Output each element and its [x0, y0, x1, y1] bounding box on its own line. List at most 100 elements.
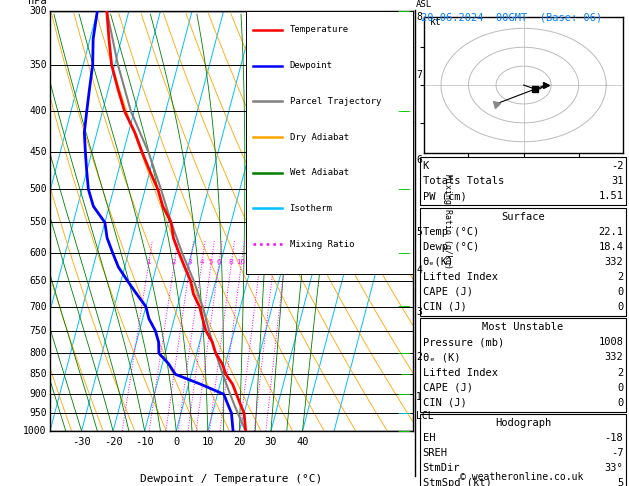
Text: 5: 5 [209, 260, 213, 265]
Text: 3: 3 [416, 307, 422, 316]
Text: CAPE (J): CAPE (J) [423, 382, 472, 393]
Text: θₑ(K): θₑ(K) [423, 257, 454, 267]
Text: Hodograph: Hodograph [495, 418, 551, 428]
Text: 20: 20 [233, 437, 246, 447]
Text: 300: 300 [29, 6, 47, 16]
Text: 1008: 1008 [598, 337, 623, 347]
Text: 6: 6 [416, 155, 422, 165]
Text: —: — [400, 389, 410, 399]
Text: —: — [400, 184, 410, 194]
Text: 950: 950 [29, 408, 47, 418]
Text: 650: 650 [29, 276, 47, 286]
Text: 31: 31 [611, 176, 623, 186]
Text: Dewpoint: Dewpoint [289, 61, 333, 70]
Text: 450: 450 [29, 147, 47, 157]
Text: 550: 550 [29, 217, 47, 227]
Text: 500: 500 [29, 184, 47, 194]
Text: 5: 5 [617, 478, 623, 486]
Text: 350: 350 [29, 60, 47, 70]
Text: 2: 2 [617, 272, 623, 282]
Text: Mixing Ratio: Mixing Ratio [289, 240, 354, 249]
Text: 750: 750 [29, 326, 47, 336]
Text: 1: 1 [146, 260, 150, 265]
Text: —: — [400, 106, 410, 116]
Text: 2: 2 [617, 367, 623, 378]
Text: —: — [398, 348, 409, 358]
Text: 8: 8 [416, 12, 422, 22]
Text: -20: -20 [104, 437, 123, 447]
Text: 25: 25 [280, 260, 289, 265]
Text: —: — [398, 408, 409, 418]
Text: 1000: 1000 [23, 426, 47, 436]
Text: Dewpoint / Temperature (°C): Dewpoint / Temperature (°C) [140, 473, 323, 484]
Text: Wet Adiabat: Wet Adiabat [289, 168, 348, 177]
Text: —: — [400, 369, 410, 379]
Text: Isotherm: Isotherm [289, 204, 333, 213]
Text: —: — [400, 6, 410, 16]
Text: 3: 3 [187, 260, 192, 265]
Text: StmDir: StmDir [423, 463, 460, 473]
Text: 0: 0 [617, 398, 623, 408]
Text: 10: 10 [237, 260, 246, 265]
Text: Mixing Ratio (g/kg): Mixing Ratio (g/kg) [443, 174, 452, 268]
Text: © weatheronline.co.uk: © weatheronline.co.uk [460, 472, 584, 482]
Text: Surface: Surface [501, 211, 545, 222]
Text: 20.06.2024  00GMT  (Base: 06): 20.06.2024 00GMT (Base: 06) [421, 12, 603, 22]
Text: 2: 2 [172, 260, 176, 265]
Text: CIN (J): CIN (J) [423, 398, 466, 408]
Text: Parcel Trajectory: Parcel Trajectory [289, 97, 381, 106]
Text: 8: 8 [229, 260, 233, 265]
Text: —: — [398, 389, 409, 399]
Text: 1.51: 1.51 [598, 191, 623, 201]
Text: Dewp (°C): Dewp (°C) [423, 242, 479, 252]
Text: -2: -2 [611, 161, 623, 171]
Text: —: — [398, 184, 409, 194]
Text: 15: 15 [255, 260, 264, 265]
Text: 0: 0 [617, 287, 623, 297]
Text: 0: 0 [617, 382, 623, 393]
Text: —: — [400, 348, 410, 358]
Text: 10: 10 [201, 437, 214, 447]
Text: 700: 700 [29, 302, 47, 312]
Text: 332: 332 [604, 352, 623, 363]
Text: PW (cm): PW (cm) [423, 191, 466, 201]
Text: 800: 800 [29, 348, 47, 358]
Text: 900: 900 [29, 389, 47, 399]
Text: 600: 600 [29, 248, 47, 258]
Text: kt: kt [430, 17, 442, 27]
Text: EH: EH [423, 433, 435, 443]
Text: Most Unstable: Most Unstable [482, 322, 564, 332]
Text: K: K [423, 161, 429, 171]
Text: —: — [400, 248, 410, 258]
Text: -30: -30 [72, 437, 91, 447]
Text: -7: -7 [611, 448, 623, 458]
Text: Totals Totals: Totals Totals [423, 176, 504, 186]
Text: 0: 0 [173, 437, 179, 447]
Text: 7: 7 [416, 69, 422, 80]
Text: Temperature: Temperature [289, 25, 348, 35]
Text: StmSpd (kt): StmSpd (kt) [423, 478, 491, 486]
Text: 22.1: 22.1 [598, 226, 623, 237]
Text: SREH: SREH [423, 448, 448, 458]
Text: CIN (J): CIN (J) [423, 302, 466, 312]
Text: km
ASL: km ASL [416, 0, 432, 9]
Text: 4: 4 [199, 260, 204, 265]
Text: hPa: hPa [28, 0, 47, 6]
Text: 30: 30 [265, 437, 277, 447]
Text: —: — [398, 106, 409, 116]
Text: 332: 332 [604, 257, 623, 267]
Text: 20: 20 [269, 260, 278, 265]
Text: —: — [398, 6, 409, 16]
Text: LCL: LCL [416, 411, 434, 421]
Text: CAPE (J): CAPE (J) [423, 287, 472, 297]
Text: 0: 0 [617, 302, 623, 312]
Text: Temp (°C): Temp (°C) [423, 226, 479, 237]
Text: 5: 5 [416, 227, 422, 237]
Text: -10: -10 [135, 437, 154, 447]
Text: —: — [400, 302, 410, 312]
Text: Pressure (mb): Pressure (mb) [423, 337, 504, 347]
Text: 4: 4 [416, 265, 422, 275]
FancyBboxPatch shape [246, 11, 413, 274]
Text: Lifted Index: Lifted Index [423, 367, 498, 378]
Text: Dry Adiabat: Dry Adiabat [289, 133, 348, 141]
